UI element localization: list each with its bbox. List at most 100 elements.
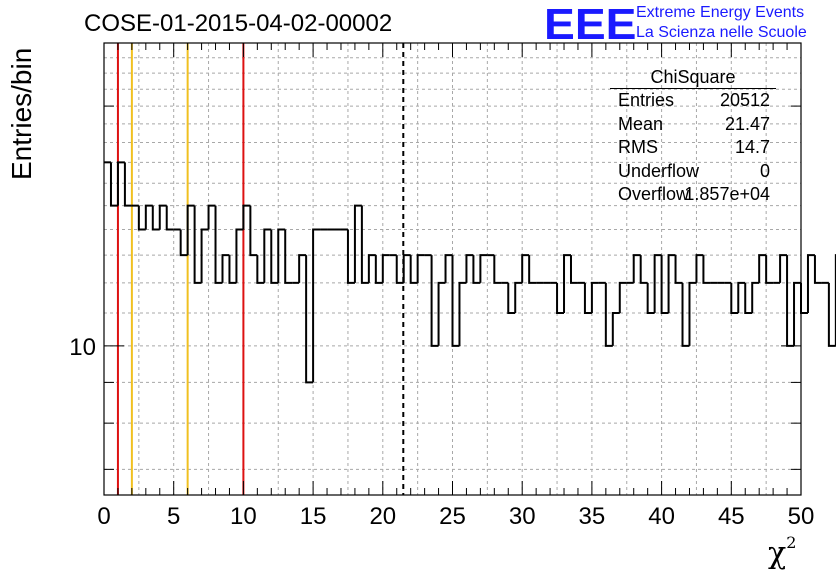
reference-lines bbox=[116, 43, 405, 495]
histogram-bin bbox=[786, 255, 795, 347]
stats-value: 14.7 bbox=[734, 137, 770, 157]
x-tick-label: 25 bbox=[439, 503, 466, 530]
histogram-bin bbox=[277, 228, 286, 283]
histogram-bin bbox=[402, 254, 411, 283]
axis-ticks bbox=[103, 43, 802, 495]
x-tick-label: 50 bbox=[788, 503, 815, 530]
chart-title: COSE-01-2015-04-02-00002 bbox=[84, 10, 393, 37]
histogram-bin bbox=[353, 204, 362, 283]
histogram-bin bbox=[479, 254, 488, 283]
x-tick-label: 20 bbox=[369, 503, 396, 530]
stats-box: ChiSquare Entries 20512 Mean 21.47 RMS 14.7… bbox=[610, 66, 776, 207]
histogram-bin bbox=[298, 254, 307, 283]
histogram-bin bbox=[507, 282, 516, 314]
stats-value: 21.47 bbox=[724, 113, 770, 134]
histogram-bin bbox=[381, 254, 390, 283]
histogram-bin bbox=[521, 254, 530, 283]
histogram-bin bbox=[214, 205, 223, 284]
histogram-bin bbox=[360, 205, 369, 284]
histogram-bin bbox=[583, 282, 592, 314]
histogram-bin bbox=[653, 254, 662, 313]
histogram-bin bbox=[681, 282, 690, 347]
x-tick-label: 5 bbox=[167, 503, 180, 530]
histogram-bin bbox=[639, 255, 648, 284]
histogram-bin bbox=[235, 228, 244, 283]
histogram-bin bbox=[137, 205, 146, 231]
histogram-bin bbox=[207, 204, 216, 230]
stats-value: 20512 bbox=[719, 90, 770, 110]
y-axis-label: Entries/bin bbox=[6, 47, 37, 180]
eee-logo: EEE bbox=[544, 0, 637, 49]
histogram-bin bbox=[827, 282, 836, 347]
x-tick-label: 15 bbox=[300, 503, 327, 530]
histogram-bin bbox=[430, 255, 439, 347]
histogram-bin bbox=[556, 282, 565, 314]
histogram-bin bbox=[228, 255, 237, 284]
stats-key: Underflow bbox=[618, 160, 700, 181]
histogram-bin bbox=[590, 281, 599, 313]
histogram-bin bbox=[123, 162, 132, 207]
stats-row-rms: RMS 14.7 bbox=[610, 136, 776, 160]
x-tick-label: 45 bbox=[718, 503, 745, 530]
histogram-bin bbox=[458, 281, 467, 346]
histogram-bin bbox=[611, 311, 620, 346]
histogram-bin bbox=[800, 282, 808, 314]
stats-key: Mean bbox=[618, 113, 664, 134]
histogram-bin bbox=[409, 255, 418, 284]
x-tick-label: 40 bbox=[648, 503, 675, 530]
histogram-bin bbox=[242, 204, 251, 230]
stats-box-title: ChiSquare bbox=[610, 66, 776, 89]
histogram-bin bbox=[813, 255, 822, 284]
histogram-bin bbox=[186, 204, 195, 256]
histogram-bin bbox=[437, 281, 446, 346]
histogram-bin bbox=[374, 255, 383, 284]
histogram-bin bbox=[646, 282, 655, 314]
x-axis-label: χ2 bbox=[768, 533, 797, 571]
x-tick-label: 35 bbox=[579, 503, 606, 530]
x-axis-label-exponent: 2 bbox=[786, 533, 797, 552]
histogram-bin bbox=[695, 254, 704, 283]
y-tick-label: 10 bbox=[69, 334, 96, 361]
histogram-bin bbox=[109, 162, 118, 207]
histogram-bin bbox=[395, 255, 404, 284]
histogram-bin bbox=[493, 255, 502, 284]
histogram-bin bbox=[144, 204, 153, 230]
stats-key: Overflow bbox=[618, 184, 690, 204]
histogram-bin bbox=[751, 281, 760, 313]
stats-row-underflow: Underflow 0 bbox=[610, 160, 776, 184]
x-axis-label-symbol: χ bbox=[768, 536, 787, 571]
histogram-bin bbox=[284, 229, 293, 284]
histogram-bin bbox=[116, 161, 125, 206]
logo-caption-line2: La Scienza nelle Scuole bbox=[636, 24, 807, 41]
histogram-bin bbox=[465, 254, 474, 283]
stats-row-mean: Mean 21.47 bbox=[610, 113, 776, 137]
histogram-bin bbox=[569, 255, 578, 284]
histogram-bin bbox=[193, 205, 202, 284]
histogram-bin bbox=[702, 255, 711, 284]
histogram-bin bbox=[744, 282, 753, 314]
histogram-bin bbox=[765, 255, 774, 284]
histogram-bin bbox=[806, 254, 815, 313]
histogram-bin bbox=[737, 281, 746, 313]
histogram-bin bbox=[263, 228, 272, 283]
histogram-bin bbox=[221, 254, 230, 283]
histogram-bin bbox=[660, 255, 669, 314]
stats-row-overflow: Overflow 1.857e+04 bbox=[610, 183, 776, 207]
histogram-bin bbox=[730, 282, 739, 314]
histogram-bin bbox=[793, 281, 801, 346]
stats-key: RMS bbox=[618, 137, 658, 157]
histogram-bin bbox=[416, 254, 425, 283]
histogram-bin bbox=[346, 229, 355, 284]
histogram-bin bbox=[179, 229, 188, 257]
histogram-bin bbox=[270, 229, 279, 284]
x-tick-label: 10 bbox=[230, 503, 257, 530]
histogram-bin bbox=[444, 254, 453, 283]
logo-caption-line1: Extreme Energy Events bbox=[636, 4, 805, 21]
histogram-bin bbox=[305, 255, 314, 384]
histogram-bin bbox=[758, 254, 767, 283]
histogram-bin bbox=[472, 255, 481, 284]
histogram-bin bbox=[618, 281, 627, 313]
stats-value: 0 bbox=[759, 160, 770, 181]
histogram-bin bbox=[514, 281, 523, 313]
stats-value: 1.857e+04 bbox=[684, 184, 770, 204]
